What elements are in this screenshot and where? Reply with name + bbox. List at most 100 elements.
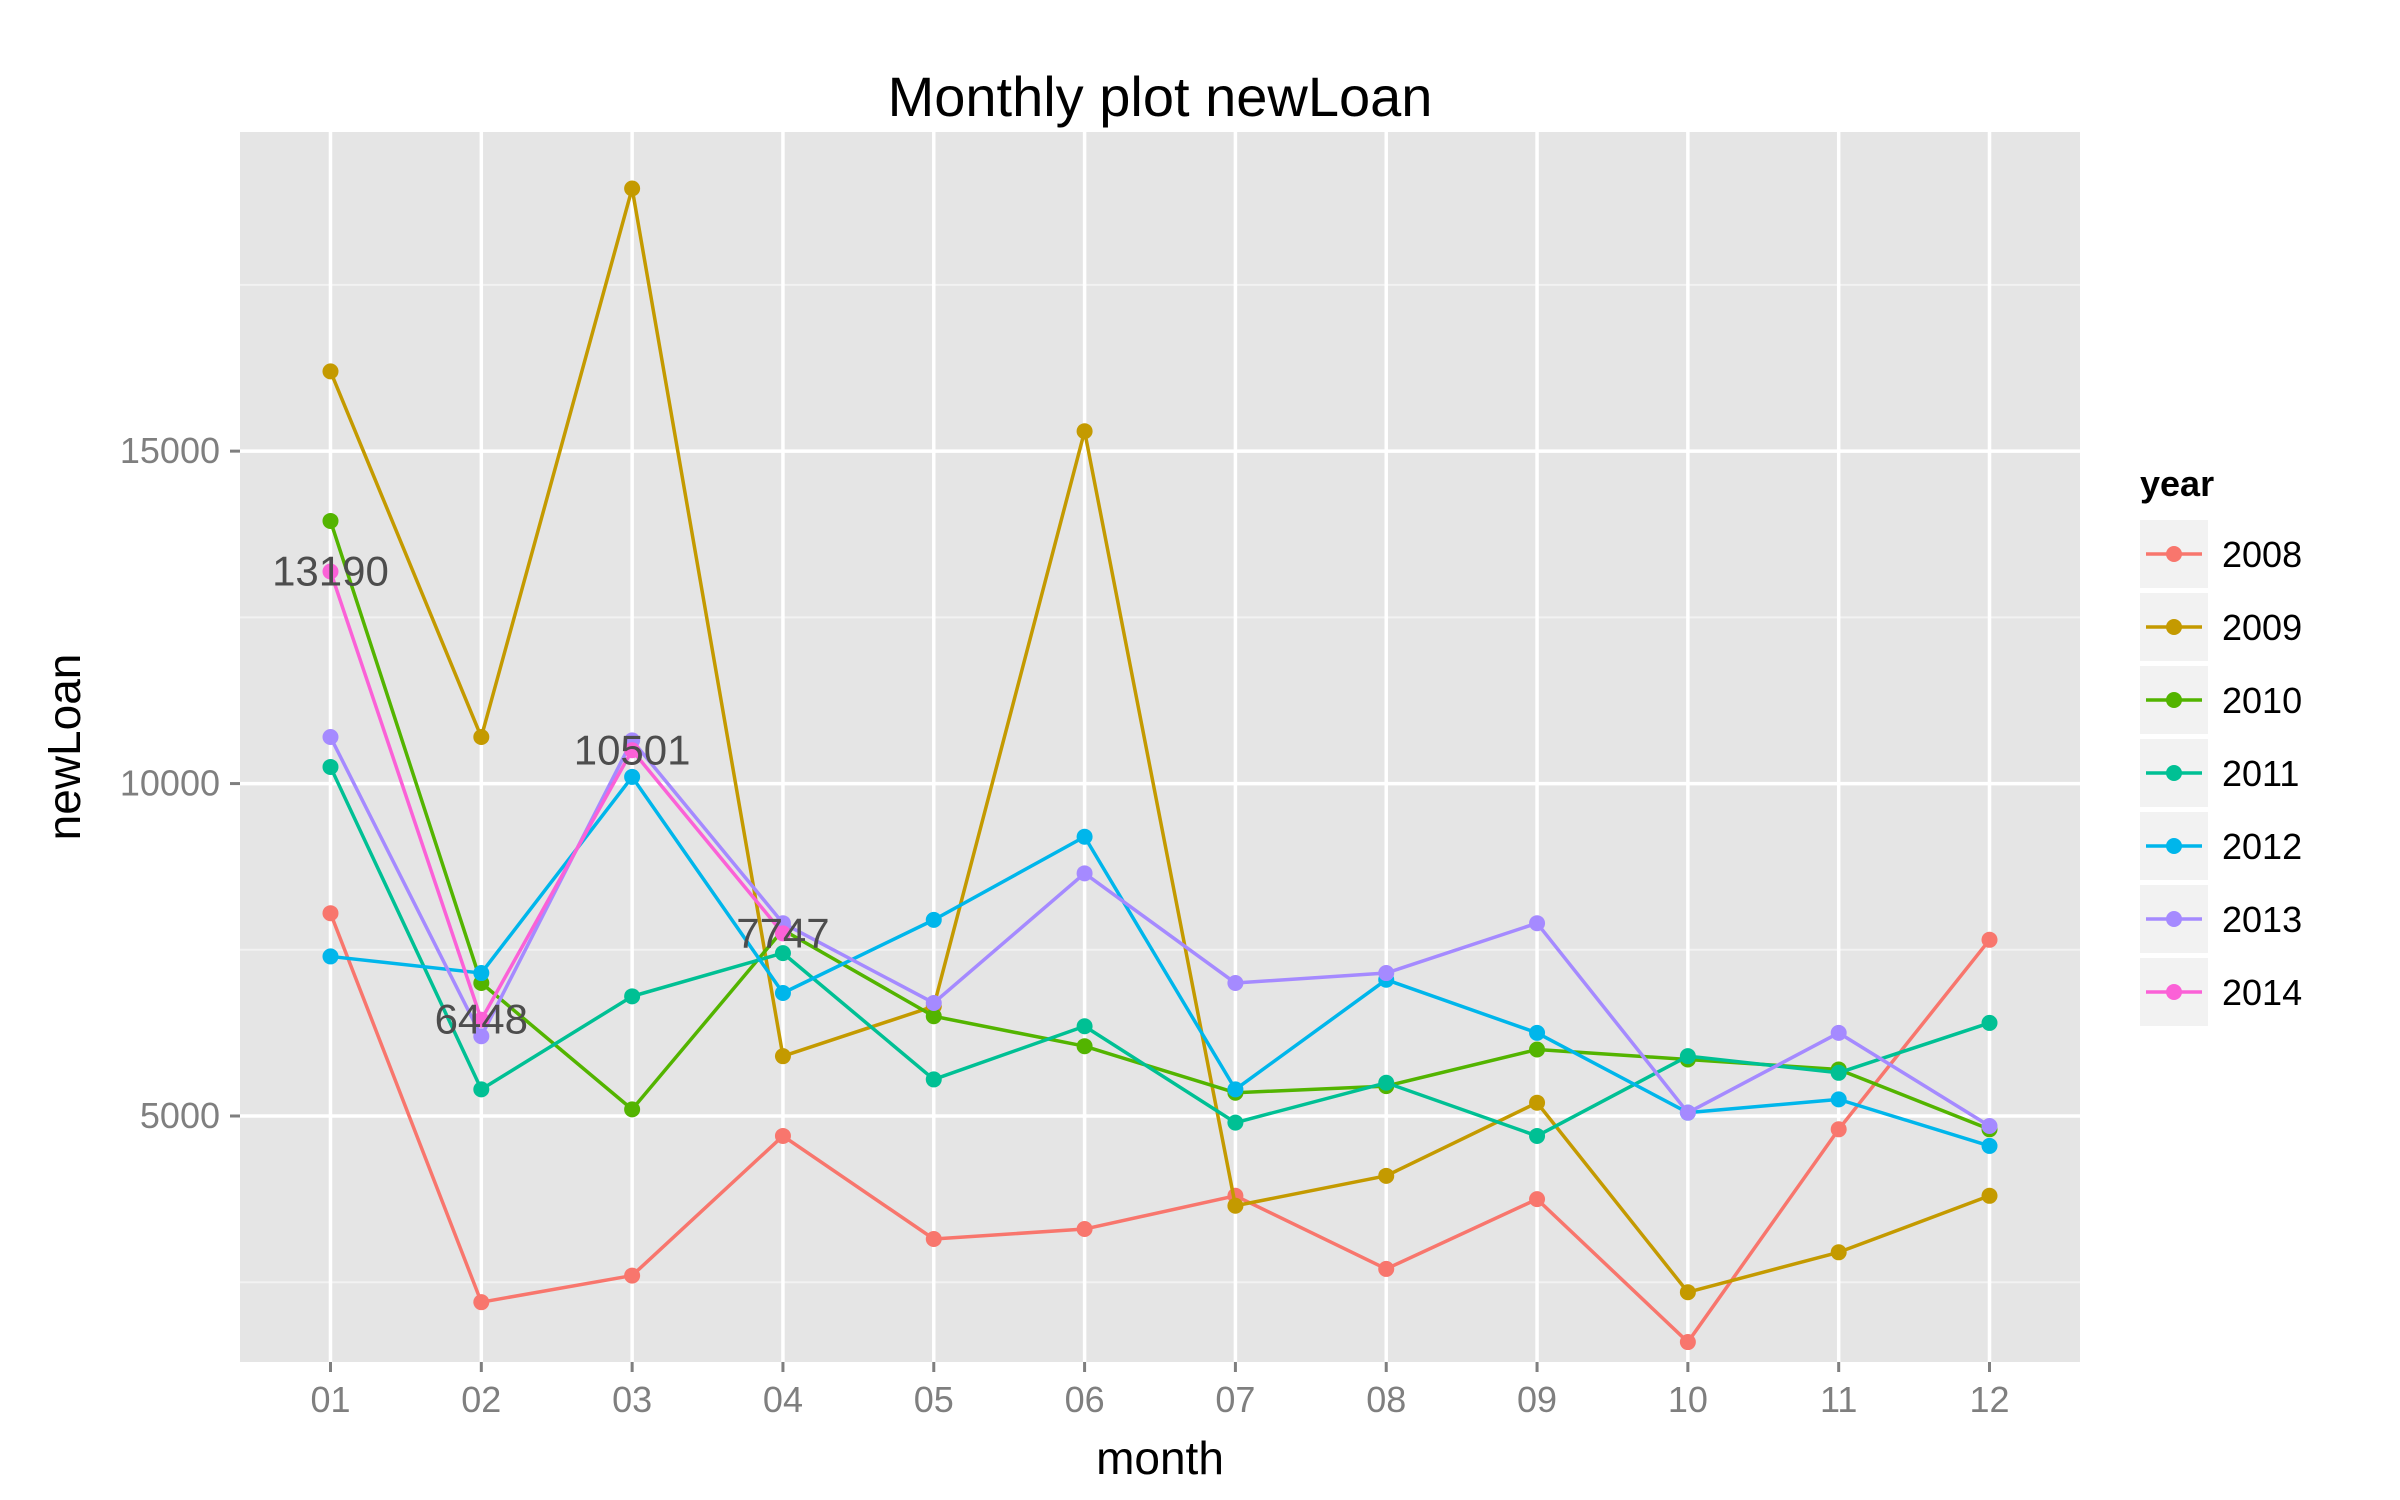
data-point-2009 — [774, 1048, 791, 1065]
series-line-2011 — [328, 766, 1991, 1138]
legend-item-2010: 2010 — [2140, 666, 2302, 734]
series-line-2010 — [328, 520, 1991, 1131]
data-point-2012 — [1981, 1137, 1998, 1154]
data-point-2009 — [1830, 1244, 1847, 1261]
x-tick-label: 03 — [612, 1379, 652, 1420]
data-point-2012 — [1227, 1081, 1244, 1098]
data-point-2009 — [1076, 423, 1093, 440]
data-point-2008 — [1830, 1121, 1847, 1138]
series-line-2013 — [328, 736, 1991, 1128]
x-tick-label: 08 — [1366, 1379, 1406, 1420]
series-2014 — [322, 563, 791, 1028]
data-point-2013 — [925, 994, 942, 1011]
data-point-2008 — [1981, 931, 1998, 948]
data-point-2008 — [774, 1127, 791, 1144]
chart-title: Monthly plot newLoan — [888, 65, 1433, 128]
legend-label: 2014 — [2222, 972, 2302, 1013]
data-point-2013 — [1076, 865, 1093, 882]
legend-item-2014: 2014 — [2140, 958, 2302, 1026]
data-point-2012 — [473, 965, 490, 982]
annotation-label: 7747 — [736, 909, 829, 956]
x-axis-title: month — [1096, 1432, 1224, 1484]
legend-label: 2011 — [2222, 753, 2299, 794]
data-point-2013 — [1679, 1104, 1696, 1121]
data-point-2008 — [624, 1267, 641, 1284]
data-point-2011 — [1076, 1018, 1093, 1035]
y-axis-title: newLoan — [38, 654, 90, 841]
data-point-2013 — [1981, 1117, 1998, 1134]
data-point-2010 — [624, 1101, 641, 1118]
minor-gridlines — [240, 283, 2080, 1284]
legend-item-2013: 2013 — [2140, 885, 2302, 953]
data-point-2013 — [1227, 975, 1244, 992]
y-tick-label: 10000 — [120, 763, 220, 804]
x-tick-label: 11 — [1820, 1379, 1857, 1420]
data-point-2011 — [774, 945, 791, 962]
data-point-2008 — [1529, 1191, 1546, 1208]
data-point-2011 — [1529, 1127, 1546, 1144]
data-point-2009 — [1981, 1187, 1998, 1204]
data-point-2014 — [624, 742, 641, 759]
x-tick-label: 01 — [310, 1379, 350, 1420]
x-tick-label: 12 — [1969, 1379, 2009, 1420]
data-point-2011 — [473, 1081, 490, 1098]
legend-key-point — [2166, 765, 2182, 781]
series-line-2008 — [328, 912, 1991, 1344]
x-tick-label: 07 — [1215, 1379, 1255, 1420]
data-point-2011 — [1981, 1014, 1998, 1031]
data-point-2011 — [624, 988, 641, 1005]
x-tick-label: 02 — [461, 1379, 501, 1420]
annotation-label: 10501 — [574, 726, 691, 773]
series-line-2012 — [330, 775, 1991, 1148]
plot-panel — [240, 132, 2080, 1362]
data-point-2010 — [1076, 1038, 1093, 1055]
data-point-2008 — [1076, 1221, 1093, 1238]
series-line-2014 — [328, 570, 785, 1022]
data-point-2011 — [322, 758, 339, 775]
data-point-2014 — [473, 1011, 490, 1028]
point-annotations: 13190 6448 10501 7747 — [272, 547, 830, 1042]
x-tick-label: 05 — [914, 1379, 954, 1420]
data-point-2011 — [925, 1071, 942, 1088]
series-2011 — [322, 758, 1998, 1144]
legend-key-point — [2166, 984, 2182, 1000]
x-axis: 01 02 03 04 05 06 07 08 09 10 11 12 — [310, 1362, 2010, 1420]
data-point-2009 — [1378, 1167, 1395, 1184]
x-tick-label: 09 — [1517, 1379, 1557, 1420]
legend-key-point — [2166, 911, 2182, 927]
data-point-2011 — [1227, 1114, 1244, 1131]
legend-label: 2010 — [2222, 680, 2302, 721]
data-point-2012 — [1830, 1091, 1847, 1108]
data-point-2012 — [925, 911, 942, 928]
data-point-2010 — [322, 512, 339, 529]
data-point-2009 — [1679, 1284, 1696, 1301]
legend-key-point — [2166, 619, 2182, 635]
data-point-2009 — [1227, 1197, 1244, 1214]
y-axis: 5000 10000 15000 — [120, 430, 240, 1136]
legend-item-2012: 2012 — [2140, 812, 2302, 880]
series-2009 — [322, 180, 1998, 1301]
data-point-2012 — [624, 768, 641, 785]
data-point-2012 — [1529, 1024, 1546, 1041]
data-point-2008 — [1679, 1334, 1696, 1351]
y-tick-label: 5000 — [140, 1095, 220, 1136]
y-tick-label: 15000 — [120, 430, 220, 471]
x-tick-label: 06 — [1065, 1379, 1105, 1420]
legend-label: 2009 — [2222, 607, 2302, 648]
data-point-2013 — [1378, 965, 1395, 982]
legend-item-2008: 2008 — [2140, 520, 2302, 588]
data-point-2012 — [774, 985, 791, 1001]
data-point-2008 — [1378, 1260, 1395, 1277]
annotation-label: 6448 — [435, 996, 528, 1043]
data-point-2013 — [322, 729, 339, 746]
data-point-2014 — [322, 563, 339, 580]
legend-label: 2013 — [2222, 899, 2302, 940]
data-point-2011 — [1378, 1074, 1395, 1091]
legend-key-point — [2166, 546, 2182, 562]
legend-item-2011: 2011 — [2140, 739, 2299, 807]
data-point-2008 — [322, 905, 339, 922]
data-point-2012 — [1076, 828, 1093, 845]
data-point-2013 — [1830, 1024, 1847, 1041]
data-point-2013 — [473, 1028, 490, 1045]
